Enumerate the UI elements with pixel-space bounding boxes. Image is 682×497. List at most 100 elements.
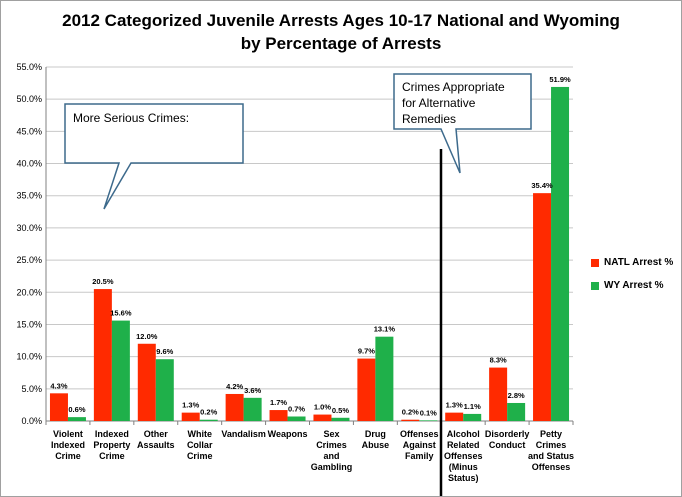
bar-wy <box>67 417 86 421</box>
bar-natl <box>181 412 200 421</box>
data-label-wy: 0.1% <box>420 408 437 417</box>
callout-alternative-shape <box>393 73 532 174</box>
legend-swatch-wy <box>591 281 599 290</box>
chart-title-line-2: by Percentage of Arrests <box>240 34 442 53</box>
category-label-line: Crimes <box>316 440 347 450</box>
y-tick-label: 40.0% <box>16 159 42 169</box>
callout-alternative-line-1: Crimes Appropriate <box>402 80 505 94</box>
data-label-wy: 0.5% <box>332 406 349 415</box>
category-label-line: Violent <box>53 429 83 439</box>
bar-wy <box>243 397 262 421</box>
category-label-line: Drug <box>365 429 386 439</box>
bar-wy <box>287 416 306 421</box>
category-label-line: Abuse <box>362 440 390 450</box>
category-label-line: White <box>187 429 212 439</box>
category-label-line: Alcohol <box>447 429 480 439</box>
legend-item-wy: WY Arrest % <box>591 280 673 291</box>
bar-natl <box>489 367 508 421</box>
bar-natl <box>445 412 464 421</box>
data-label-natl: 1.3% <box>446 401 463 410</box>
category-label-line: Status) <box>448 473 479 483</box>
category-label: Alcohol Related Offenses (Minus Status) <box>444 429 483 483</box>
category-label-line: Other <box>144 429 169 439</box>
bar-wy <box>551 86 570 421</box>
data-label-wy: 13.1% <box>374 325 396 334</box>
data-label-natl: 4.2% <box>226 382 243 391</box>
y-tick-label: 10.0% <box>16 352 42 362</box>
data-label-wy: 0.7% <box>288 404 305 413</box>
legend-swatch-natl <box>591 258 599 267</box>
data-label-natl: 35.4% <box>531 181 553 190</box>
axes: 0.0% 5.0% 10.0% 15.0% 20.0% 25.0% 30.0% 35.0% 40… <box>16 62 574 426</box>
bar-wy <box>463 413 482 421</box>
data-label-natl: 1.0% <box>314 403 331 412</box>
chart-title: 2012 Categorized Juvenile Arrests Ages 1… <box>1 9 681 55</box>
data-label-natl: 0.2% <box>402 408 419 417</box>
data-label-wy: 0.2% <box>200 408 217 417</box>
legend-label-wy: WY Arrest % <box>604 280 664 291</box>
category-label: Petty Crimes and Status Offenses <box>528 429 574 472</box>
category-label-line: Gambling <box>311 462 353 472</box>
category-label: Indexed Property Crime <box>93 429 130 461</box>
data-labels: 4.3%20.5%12.0%1.3%4.2%1.7%1.0%9.7%0.2%1.… <box>50 75 571 417</box>
callout-alternative-line-3: Remedies <box>402 112 456 126</box>
y-tick-label: 0.0% <box>21 416 42 426</box>
category-label-line: Related <box>447 440 480 450</box>
data-label-natl: 20.5% <box>92 277 114 286</box>
data-label-wy: 0.6% <box>68 405 85 414</box>
bar-natl <box>225 393 244 421</box>
category-label-line: Crime <box>99 451 125 461</box>
bar-wy <box>199 419 218 421</box>
chart-title-line-1: 2012 Categorized Juvenile Arrests Ages 1… <box>62 11 620 30</box>
category-label-line: Conduct <box>489 440 526 450</box>
bars <box>49 86 570 421</box>
category-label-line: Offenses <box>532 462 571 472</box>
data-label-wy: 3.6% <box>244 386 261 395</box>
y-tick-label: 5.0% <box>21 384 42 394</box>
category-label-line: and <box>323 451 339 461</box>
callout-alternative-remedies: Crimes Appropriate for Alternative Remed… <box>393 73 532 174</box>
data-label-natl: 9.7% <box>358 347 375 356</box>
y-tick-label: 25.0% <box>16 255 42 265</box>
bar-wy <box>375 336 394 421</box>
category-label-line: Property <box>93 440 130 450</box>
category-label-line: Assaults <box>137 440 175 450</box>
bar-wy <box>419 420 438 421</box>
category-label-line: Petty <box>540 429 562 439</box>
category-label-line: Offenses <box>444 451 483 461</box>
data-label-wy: 2.8% <box>508 391 525 400</box>
bar-natl <box>93 289 112 421</box>
y-tick-label: 55.0% <box>16 62 42 72</box>
data-label-wy: 9.6% <box>156 347 173 356</box>
category-label-line: Collar <box>187 440 213 450</box>
legend-label-natl: NATL Arrest % <box>604 257 674 268</box>
category-label-line: Sex <box>323 429 339 439</box>
category-label: Violent Indexed Crime <box>51 429 85 461</box>
bar-natl <box>313 414 332 421</box>
category-label: Other Assaults <box>137 429 175 450</box>
category-label-line: Indexed <box>95 429 129 439</box>
y-tick-label: 45.0% <box>16 126 42 136</box>
category-label: Disorderly Conduct <box>485 429 530 450</box>
category-label-line: and Status <box>528 451 574 461</box>
callout-serious-text: More Serious Crimes: <box>73 111 189 125</box>
data-label-natl: 12.0% <box>136 332 158 341</box>
category-label-line: Vandalism <box>221 429 266 439</box>
bar-wy <box>507 402 526 421</box>
category-label-line: Weapons <box>268 429 308 439</box>
bar-natl <box>269 410 288 421</box>
category-label-line: Family <box>405 451 434 461</box>
bar-natl <box>137 343 156 421</box>
category-label: Sex Crimes and Gambling <box>311 429 353 472</box>
category-label: Vandalism <box>221 429 266 439</box>
callout-serious-shape <box>64 103 244 210</box>
data-label-wy: 51.9% <box>549 75 571 84</box>
y-tick-label: 50.0% <box>16 94 42 104</box>
data-label-wy: 1.1% <box>464 402 481 411</box>
data-label-natl: 1.3% <box>182 401 199 410</box>
category-label-line: Crime <box>187 451 213 461</box>
category-label-line: Disorderly <box>485 429 530 439</box>
data-label-natl: 4.3% <box>50 381 67 390</box>
